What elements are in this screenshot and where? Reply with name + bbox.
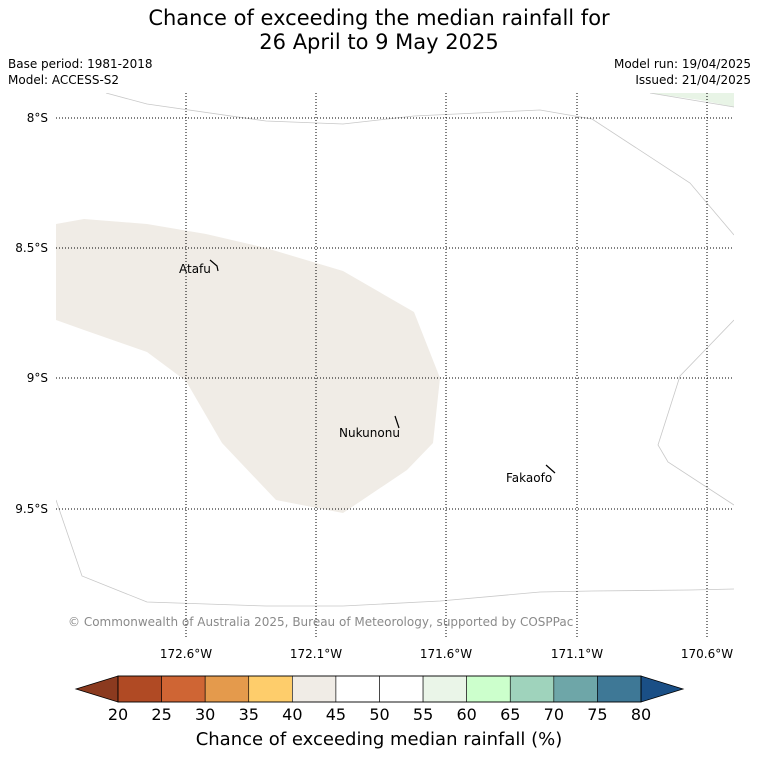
map-title-line2: 26 April to 9 May 2025 bbox=[259, 30, 499, 54]
base-period: Base period: 1981-2018 bbox=[8, 57, 153, 71]
lon-label-172-1w: 172.1°W bbox=[290, 647, 342, 661]
colorbar-low-extend bbox=[74, 675, 119, 703]
colorbar-outline bbox=[117, 675, 642, 703]
colorbar-tick-label: 40 bbox=[282, 705, 302, 724]
nukunonu-mark bbox=[394, 415, 400, 429]
colorbar-tick-label: 25 bbox=[151, 705, 171, 724]
colorbar-segment bbox=[161, 675, 206, 703]
colorbar-tick-label: 30 bbox=[195, 705, 215, 724]
colorbar-high-extend bbox=[640, 675, 685, 703]
map-title-line1: Chance of exceeding the median rainfall … bbox=[148, 6, 610, 30]
map-panel: Atafu Nukunonu Fakaofo © Commonwealth of… bbox=[56, 93, 734, 638]
copyright-text: © Commonwealth of Australia 2025, Bureau… bbox=[68, 615, 573, 629]
meta-left: Base period: 1981-2018 Model: ACCESS-S2 bbox=[8, 56, 153, 88]
atoll-marks bbox=[209, 259, 556, 474]
lon-label-172-6w: 172.6°W bbox=[160, 647, 212, 661]
colorbar-tick-label: 20 bbox=[108, 705, 128, 724]
colorbar-segment bbox=[597, 675, 642, 703]
colorbar-tick-label: 80 bbox=[631, 705, 651, 724]
colorbar-tick-label: 60 bbox=[456, 705, 476, 724]
probability-region bbox=[56, 219, 440, 513]
colorbar-tick-label: 55 bbox=[413, 705, 433, 724]
colorbar-segment bbox=[335, 675, 380, 703]
atafu-mark bbox=[209, 259, 219, 272]
model-name: Model: ACCESS-S2 bbox=[8, 73, 120, 87]
place-label-fakaofo: Fakaofo bbox=[506, 471, 552, 485]
colorbar-tick-label: 75 bbox=[587, 705, 607, 724]
place-label-nukunonu: Nukunonu bbox=[339, 426, 400, 440]
lat-label-9-5s: 9.5°S bbox=[15, 502, 48, 516]
colorbar-segment bbox=[248, 675, 293, 703]
colorbar-segment bbox=[466, 675, 511, 703]
colorbar-title: Chance of exceeding median rainfall (%) bbox=[195, 729, 563, 750]
colorbar-segment bbox=[292, 675, 337, 703]
boundary-lines bbox=[56, 93, 734, 607]
lat-label-8-5s: 8.5°S bbox=[15, 241, 48, 255]
colorbar-segment bbox=[553, 675, 598, 703]
lat-label-8s: 8°S bbox=[27, 111, 48, 125]
corner-shading bbox=[650, 93, 734, 107]
lon-label-171-1w: 171.1°W bbox=[551, 647, 603, 661]
colorbar-tick-label: 65 bbox=[500, 705, 520, 724]
colorbar-segment bbox=[379, 675, 424, 703]
colorbar: 20 25 30 35 40 45 50 55 60 65 70 75 80 bbox=[74, 675, 685, 724]
colorbar-segment bbox=[204, 675, 250, 703]
colorbar-segment bbox=[509, 675, 555, 703]
fakaofo-mark bbox=[545, 464, 556, 474]
colorbar-tick-label: 50 bbox=[369, 705, 389, 724]
colorbar-tick-label: 70 bbox=[544, 705, 564, 724]
gridlines bbox=[56, 93, 734, 638]
lat-label-9s: 9°S bbox=[27, 371, 48, 385]
colorbar-tick-label: 35 bbox=[239, 705, 259, 724]
lon-label-171-6w: 171.6°W bbox=[420, 647, 472, 661]
colorbar-tick-label: 45 bbox=[326, 705, 346, 724]
meta-right: Model run: 19/04/2025 Issued: 21/04/2025 bbox=[614, 56, 751, 88]
colorbar-segment bbox=[422, 675, 467, 703]
model-run: Model run: 19/04/2025 bbox=[613, 57, 751, 71]
lon-label-170-6w: 170.6°W bbox=[681, 647, 733, 661]
colorbar-segment bbox=[117, 675, 162, 703]
issued-date: Issued: 21/04/2025 bbox=[635, 73, 751, 87]
place-label-atafu: Atafu bbox=[179, 262, 211, 276]
